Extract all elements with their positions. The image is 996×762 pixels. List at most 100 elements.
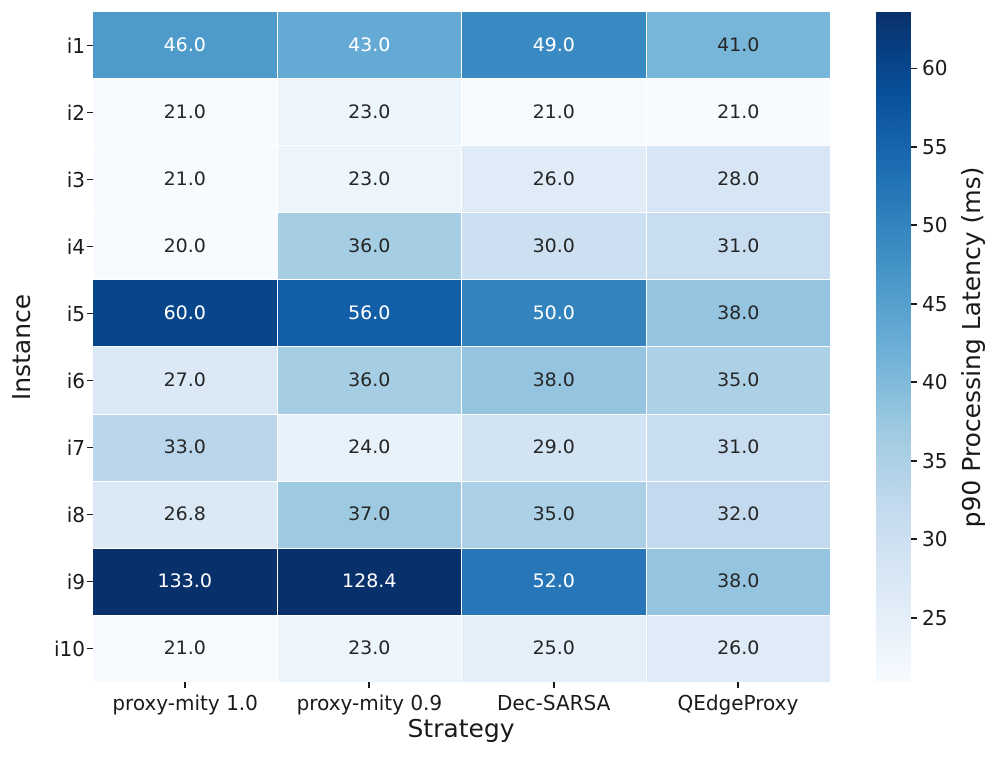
heatmap-cell: 43.0: [277, 12, 461, 79]
y-tick-label: i5: [66, 301, 85, 326]
heatmap-cell: 27.0: [93, 347, 277, 414]
heatmap-cell: 50.0: [462, 280, 646, 347]
cell-value: 46.0: [163, 33, 206, 56]
cell-value: 30.0: [532, 234, 575, 257]
x-tick-label: Dec-SARSA: [496, 691, 611, 715]
heatmap-cell: 41.0: [646, 12, 830, 79]
y-tick-mark: [87, 446, 93, 449]
heatmap-cell: 23.0: [277, 79, 461, 146]
cell-value: 33.0: [163, 436, 206, 459]
x-tick-mark: [184, 682, 187, 688]
cell-value: 21.0: [163, 637, 206, 660]
cell-value: 21.0: [532, 100, 575, 123]
heatmap-cell: 26.0: [462, 146, 646, 213]
heatmap-cell: 46.0: [93, 12, 277, 79]
colorbar-tick-label: 60: [922, 56, 948, 81]
colorbar-tick-label: 25: [922, 605, 948, 630]
heatmap-cell: 35.0: [462, 481, 646, 548]
colorbar-tick-mark: [911, 67, 917, 70]
y-tick-mark: [87, 178, 93, 181]
cell-value: 21.0: [717, 100, 760, 123]
cell-value: 36.0: [348, 234, 391, 257]
heatmap-cell: 23.0: [277, 615, 461, 682]
heatmap-cell: 38.0: [646, 280, 830, 347]
heatmap-cell: 26.0: [646, 615, 830, 682]
colorbar-tick-label: 45: [922, 291, 948, 316]
heatmap-cell: 128.4: [277, 548, 461, 615]
heatmap-cell: 31.0: [646, 213, 830, 280]
heatmap-cell: 26.8: [93, 481, 277, 548]
cell-value: 23.0: [348, 167, 391, 190]
cell-value: 20.0: [163, 234, 206, 257]
x-tick-label: proxy-mity 0.9: [296, 691, 443, 715]
colorbar-tick-label: 55: [922, 134, 948, 159]
heatmap-grid: 46.0 43.0 49.0 41.0 21.0 23.0 21.0 21.0 21.0 23.0…: [93, 12, 830, 682]
heatmap-cell: 28.0: [646, 146, 830, 213]
x-tick-mark: [552, 682, 555, 688]
x-tick-label: QEdgeProxy: [677, 691, 799, 715]
colorbar-tick-label: 40: [922, 370, 948, 395]
cell-value: 21.0: [163, 167, 206, 190]
heatmap-cell: 35.0: [646, 347, 830, 414]
y-tick-mark: [87, 312, 93, 315]
heatmap-cell: 29.0: [462, 414, 646, 481]
colorbar-tick-mark: [911, 459, 917, 462]
y-tick-mark: [87, 580, 93, 583]
colorbar-tick-mark: [911, 302, 917, 305]
cell-value: 128.4: [342, 570, 397, 593]
heatmap-cell: 21.0: [93, 79, 277, 146]
heatmap-cell: 49.0: [462, 12, 646, 79]
colorbar-tick-mark: [911, 538, 917, 541]
colorbar-tick-mark: [911, 224, 917, 227]
y-tick-label: i10: [53, 636, 85, 661]
cell-value: 56.0: [348, 301, 391, 324]
y-tick-label: i4: [66, 234, 85, 259]
heatmap-cell: 21.0: [462, 79, 646, 146]
cell-value: 38.0: [717, 570, 760, 593]
cell-value: 26.8: [163, 503, 206, 526]
cell-value: 31.0: [717, 436, 760, 459]
heatmap-cell: 32.0: [646, 481, 830, 548]
cell-value: 26.0: [717, 637, 760, 660]
heatmap-cell: 25.0: [462, 615, 646, 682]
heatmap-cell: 21.0: [646, 79, 830, 146]
y-tick-label: i7: [66, 435, 85, 460]
cell-value: 38.0: [717, 301, 760, 324]
y-tick-mark: [87, 513, 93, 516]
y-tick-label: i3: [66, 167, 85, 192]
y-tick-label: i2: [66, 100, 85, 125]
heatmap-cell: 33.0: [93, 414, 277, 481]
colorbar-gradient: [876, 12, 911, 682]
cell-value: 27.0: [163, 369, 206, 392]
y-tick-label: i6: [66, 368, 85, 393]
cell-value: 49.0: [532, 33, 575, 56]
x-tick-label: proxy-mity 1.0: [112, 691, 258, 715]
cell-value: 60.0: [163, 301, 206, 324]
heatmap-cell: 52.0: [462, 548, 646, 615]
colorbar-tick-label: 30: [922, 527, 948, 552]
heatmap-cell: 60.0: [93, 280, 277, 347]
x-tick-mark: [368, 682, 371, 688]
cell-value: 25.0: [532, 637, 575, 660]
heatmap-cell: 30.0: [462, 213, 646, 280]
cell-value: 38.0: [532, 369, 575, 392]
heatmap-cell: 38.0: [646, 548, 830, 615]
y-tick-mark: [87, 44, 93, 47]
heatmap-cell: 56.0: [277, 280, 461, 347]
colorbar-tick-mark: [911, 616, 917, 619]
heatmap-cell: 38.0: [462, 347, 646, 414]
y-tick-label: i9: [66, 569, 85, 594]
colorbar-tick-label: 50: [922, 213, 948, 238]
cell-value: 50.0: [532, 301, 575, 324]
heatmap-cell: 21.0: [93, 615, 277, 682]
cell-value: 23.0: [348, 100, 391, 123]
cell-value: 43.0: [348, 33, 391, 56]
cell-value: 133.0: [157, 570, 212, 593]
cell-value: 26.0: [532, 167, 575, 190]
cell-value: 32.0: [717, 503, 760, 526]
y-tick-mark: [87, 379, 93, 382]
cell-value: 35.0: [717, 369, 760, 392]
cell-value: 35.0: [532, 503, 575, 526]
y-tick-mark: [87, 245, 93, 248]
